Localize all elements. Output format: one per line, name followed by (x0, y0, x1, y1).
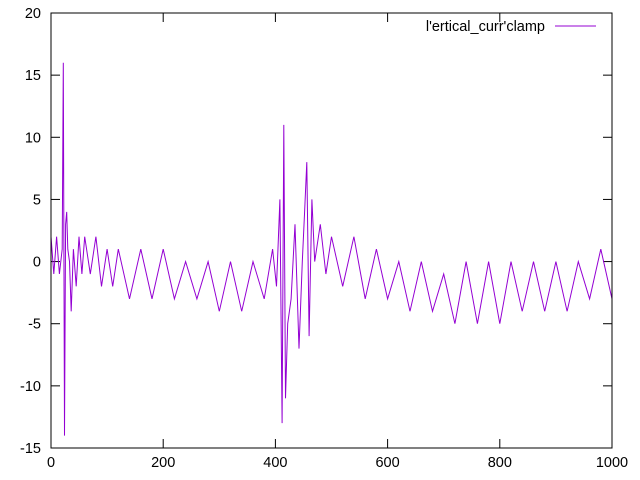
y-tick-label: -10 (20, 379, 41, 395)
legend: l'ertical_curr'clamp (426, 19, 596, 35)
y-tick-label: 20 (25, 6, 41, 22)
axis-ticks (50, 12, 613, 449)
x-tick-label: 1000 (596, 455, 628, 471)
y-tick-label: 15 (25, 68, 41, 84)
x-tick-label: 0 (47, 455, 55, 471)
y-tick-label: -15 (20, 441, 41, 457)
y-tick-label: 10 (25, 130, 41, 146)
y-tick-label: 5 (33, 192, 41, 208)
y-tick-label: 0 (33, 255, 41, 271)
x-tick-label: 400 (263, 455, 287, 471)
y-tick-label: -5 (28, 317, 41, 333)
x-tick-label: 600 (375, 455, 399, 471)
tick-labels: 0 200 400 600 800 1000 -15 -10 -5 0 5 10 15 20 (20, 6, 628, 471)
x-tick-label: 200 (151, 455, 175, 471)
series-line-vertical-curr-clamp (50, 62, 613, 436)
legend-label: l'ertical_curr'clamp (426, 19, 545, 35)
x-tick-label: 800 (488, 455, 512, 471)
plot-frame (50, 12, 613, 449)
